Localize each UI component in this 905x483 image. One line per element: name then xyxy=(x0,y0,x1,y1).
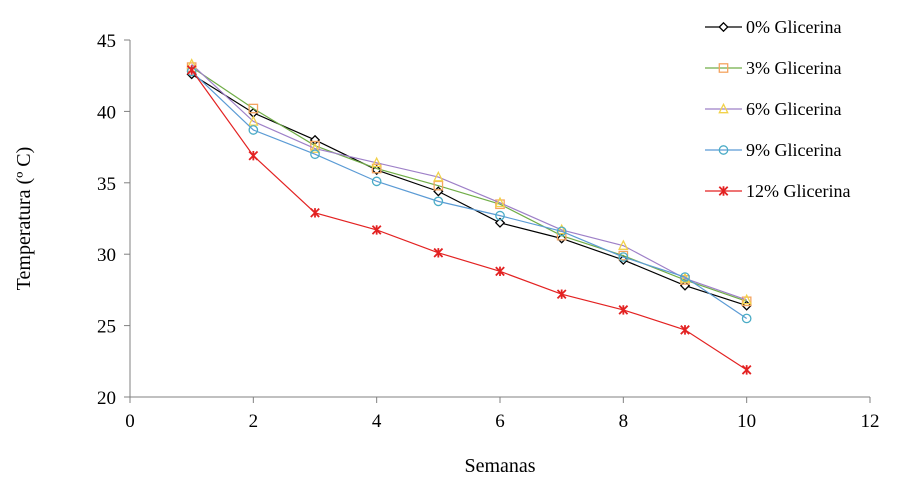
x-tick-label: 10 xyxy=(737,411,756,432)
data-point xyxy=(494,196,506,208)
y-tick-label: 30 xyxy=(97,245,116,266)
legend-marker xyxy=(718,21,729,33)
y-axis-title: Temperatura (º C) xyxy=(13,147,35,291)
data-point xyxy=(433,196,444,207)
series-layer xyxy=(186,58,752,375)
legend-entry: 0% Glicerina xyxy=(705,17,841,37)
series-line xyxy=(191,70,748,319)
legend-entry: 6% Glicerina xyxy=(705,99,841,119)
x-tick-label: 12 xyxy=(861,411,880,432)
data-point xyxy=(618,305,629,315)
x-tick-label: 6 xyxy=(495,411,505,432)
series-3 xyxy=(186,66,752,324)
data-point xyxy=(309,142,321,153)
data-point xyxy=(433,247,444,258)
legend: 0% Glicerina 3% Glicerina 6% Glicerina 9% G… xyxy=(705,17,850,201)
x-tick-label: 2 xyxy=(249,411,259,432)
data-point xyxy=(248,125,259,135)
legend-marker xyxy=(718,63,729,73)
series-4 xyxy=(186,65,752,375)
data-point xyxy=(371,156,382,168)
legend-entry: 3% Glicerina xyxy=(705,58,841,78)
data-point xyxy=(371,163,382,174)
legend-marker xyxy=(718,186,729,196)
data-point xyxy=(371,225,382,235)
data-point xyxy=(494,217,506,228)
x-tick-label: 4 xyxy=(372,411,382,432)
y-tick-label: 20 xyxy=(97,388,116,409)
data-point xyxy=(371,176,382,187)
data-point xyxy=(556,226,567,237)
legend-marker xyxy=(718,145,729,155)
data-point xyxy=(310,207,320,218)
series-line xyxy=(191,73,747,307)
data-point xyxy=(433,180,444,191)
legend-label: 0% Glicerina xyxy=(746,17,841,37)
data-point xyxy=(556,289,567,300)
series-line xyxy=(191,69,747,371)
series-2 xyxy=(186,58,752,305)
data-point xyxy=(433,186,444,197)
legend-marker xyxy=(718,102,729,114)
x-tick-label: 0 xyxy=(125,411,135,432)
data-point xyxy=(680,325,690,335)
y-tick-label: 35 xyxy=(97,174,116,195)
data-point xyxy=(618,239,629,250)
legend-entry: 9% Glicerina xyxy=(705,140,841,160)
legend-label: 6% Glicerina xyxy=(746,99,841,119)
data-point xyxy=(310,149,320,160)
data-point xyxy=(741,313,752,324)
x-tick-label: 8 xyxy=(619,411,629,432)
data-point xyxy=(433,170,444,182)
data-point xyxy=(618,252,629,262)
series-line xyxy=(191,66,747,302)
data-point xyxy=(248,150,259,161)
y-tick-label: 45 xyxy=(97,31,116,52)
legend-entry: 12% Glicerina xyxy=(705,181,850,201)
legend-label: 3% Glicerina xyxy=(746,58,841,78)
y-tick-label: 25 xyxy=(97,317,116,338)
data-point xyxy=(741,365,752,375)
series-line xyxy=(191,63,747,301)
data-point xyxy=(741,293,752,305)
data-point xyxy=(680,272,690,282)
data-point xyxy=(741,296,752,307)
legend-label: 12% Glicerina xyxy=(746,181,850,201)
data-point xyxy=(248,115,259,126)
data-point xyxy=(495,210,505,221)
x-axis-title: Semanas xyxy=(464,455,535,477)
data-point xyxy=(495,266,505,277)
data-point xyxy=(186,65,197,75)
y-tick-label: 40 xyxy=(97,102,116,123)
axes: 20 25 30 35 40 45 0 2 4 6 8 10 12 xyxy=(97,31,880,432)
data-point xyxy=(556,223,567,235)
data-point xyxy=(248,103,259,114)
legend-label: 9% Glicerina xyxy=(746,140,841,160)
